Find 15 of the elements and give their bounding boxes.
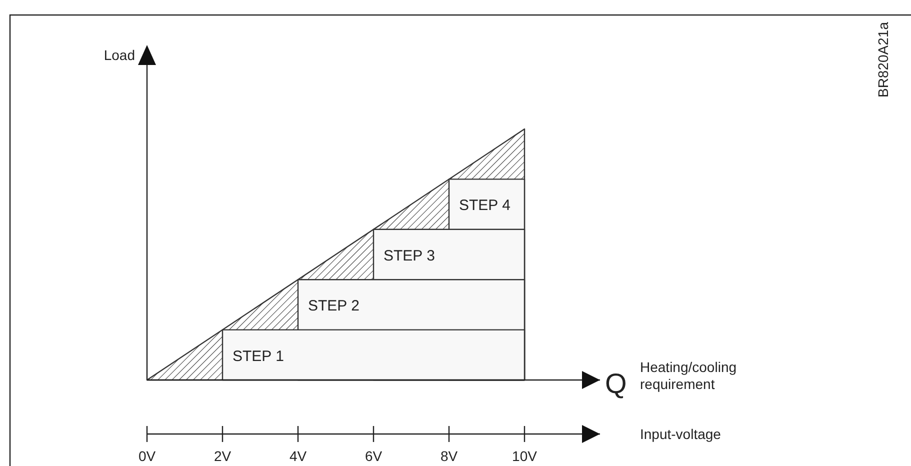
series-label: STEP 2 — [308, 298, 360, 315]
series-label: STEP 3 — [384, 247, 435, 264]
text: Q — [605, 368, 627, 399]
x-tick-label: 10V — [512, 448, 538, 464]
x-tick-label: 6V — [364, 448, 383, 464]
x-tick-label: 2V — [214, 448, 232, 464]
text: BR820A21a — [875, 22, 891, 98]
x-tick-label: 4V — [289, 448, 308, 464]
series-label: STEP 1 — [232, 348, 284, 365]
y-axis-title: Load — [104, 47, 135, 63]
text: Heating/cooling requirement — [640, 359, 737, 392]
x-tick-label: 8V — [440, 448, 458, 464]
x-tick-label: 0V — [138, 448, 156, 464]
x-axis-title: Input-voltage — [640, 426, 722, 442]
series-label: STEP 4 — [459, 197, 510, 214]
